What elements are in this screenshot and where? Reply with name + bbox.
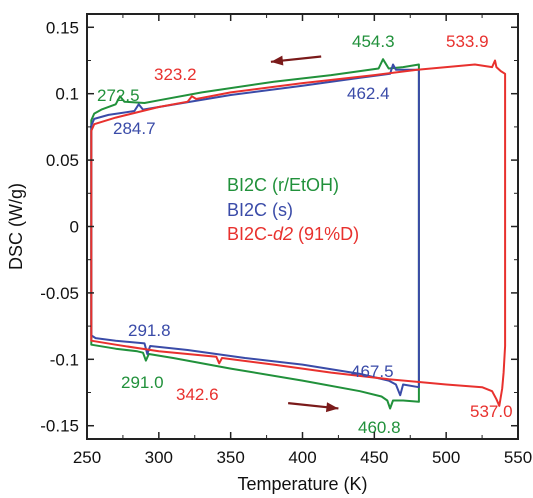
x-tick-label: 350	[216, 448, 244, 467]
legend-entry-2: BI2C-d2 (91%D)	[227, 224, 359, 244]
y-tick-label: 0	[70, 218, 79, 237]
peak-annotation: 284.7	[113, 119, 156, 138]
peak-annotation: 291.8	[128, 321, 171, 340]
y-tick-label: -0.15	[40, 417, 79, 436]
peak-annotation: 533.9	[446, 32, 489, 51]
x-tick-label: 450	[360, 448, 388, 467]
arrow-layer	[270, 55, 339, 413]
peak-annotation: 342.6	[176, 385, 219, 404]
peak-annotation: 291.0	[121, 373, 164, 392]
peak-annotation: 462.4	[347, 84, 390, 103]
x-tick-label: 550	[504, 448, 532, 467]
y-tick-label: 0.05	[46, 151, 79, 170]
annotation-layer: 454.3 533.9 272.5 323.2 462.4 284.7 291.8 291.0…	[97, 32, 513, 437]
tick-layer: 250 300 350 400 450 500 550 -0.15 -0.1 -0.05 0 0.05…	[40, 14, 532, 467]
x-tick-label: 250	[73, 448, 101, 467]
legend-entry-0: BI2C (r/EtOH)	[227, 175, 339, 195]
series-line-2	[90, 59, 507, 407]
x-tick-label: 300	[145, 448, 173, 467]
direction-arrow-head	[325, 402, 339, 413]
direction-arrow-head	[270, 55, 284, 66]
x-axis-title: Temperature (K)	[237, 474, 367, 494]
x-tick-label: 500	[432, 448, 460, 467]
y-tick-label: -0.05	[40, 284, 79, 303]
y-tick-label: -0.1	[50, 350, 79, 369]
y-axis-title: DSC (W/g)	[6, 183, 26, 270]
legend-entry-1: BI2C (s)	[227, 200, 293, 220]
y-tick-label: 0.15	[46, 18, 79, 37]
legend: BI2C (r/EtOH) BI2C (s) BI2C-d2 (91%D)	[227, 175, 359, 244]
peak-annotation: 460.8	[358, 418, 401, 437]
peak-annotation: 323.2	[154, 65, 197, 84]
y-tick-label: 0.1	[55, 85, 79, 104]
peak-annotation: 454.3	[352, 32, 395, 51]
x-tick-label: 400	[288, 448, 316, 467]
peak-annotation: 272.5	[97, 86, 140, 105]
series-layer	[90, 58, 507, 410]
peak-annotation: 537.0	[470, 402, 513, 421]
peak-annotation: 467.5	[351, 362, 394, 381]
series-line-0	[90, 58, 420, 410]
